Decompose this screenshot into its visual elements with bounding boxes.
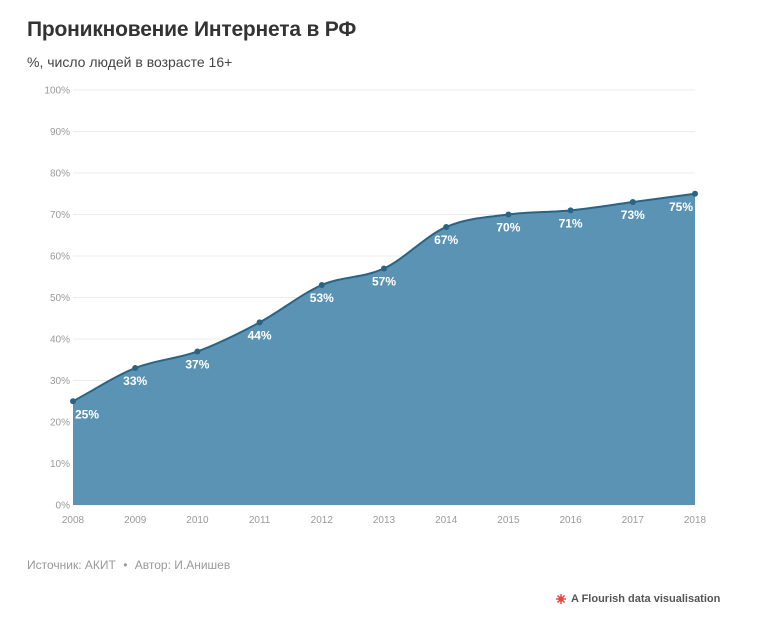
data-point[interactable] xyxy=(256,319,263,326)
data-label: 57% xyxy=(372,274,396,288)
x-tick-label: 2017 xyxy=(622,515,645,526)
y-tick-label: 80% xyxy=(50,169,70,180)
x-tick-label: 2013 xyxy=(373,515,396,526)
source-note: Источник: АКИТ • Автор: И.Анишев xyxy=(27,558,230,572)
y-tick-label: 0% xyxy=(56,501,71,512)
data-label: 73% xyxy=(621,208,645,222)
x-tick-label: 2018 xyxy=(684,515,707,526)
y-axis: 0% 10% 20% 30% 40% 50% 60% 70% 80% 90% 100% xyxy=(44,86,70,512)
y-tick-label: 20% xyxy=(50,418,70,429)
x-tick-label: 2011 xyxy=(249,515,271,526)
y-tick-label: 60% xyxy=(50,252,70,263)
data-point[interactable] xyxy=(567,207,574,214)
x-tick-label: 2016 xyxy=(559,515,582,526)
x-tick-label: 2008 xyxy=(62,515,85,526)
y-tick-label: 90% xyxy=(50,127,70,138)
data-points xyxy=(70,190,698,405)
data-point[interactable] xyxy=(318,282,325,289)
data-label: 44% xyxy=(248,328,272,342)
data-label: 25% xyxy=(75,407,99,421)
y-tick-label: 10% xyxy=(50,459,70,470)
y-tick-label: 50% xyxy=(50,293,70,304)
x-axis: 2008 2009 2010 2011 2012 2013 2014 2015 2016 2017… xyxy=(62,515,707,526)
data-label: 71% xyxy=(559,216,583,230)
data-point[interactable] xyxy=(443,223,450,230)
flourish-logo-icon xyxy=(556,594,566,604)
data-point[interactable] xyxy=(70,398,76,405)
y-tick-label: 100% xyxy=(44,86,70,97)
data-label: 75% xyxy=(669,200,693,214)
x-tick-label: 2012 xyxy=(311,515,334,526)
chart-subtitle: %, число людей в возрасте 16+ xyxy=(27,54,233,70)
data-point[interactable] xyxy=(692,190,698,197)
data-point[interactable] xyxy=(505,211,512,218)
series-area xyxy=(73,193,695,505)
data-labels: 25% 33% 37% 44% 53% 57% 67% 70% 71% 73% 75% xyxy=(75,200,693,422)
author-text: Автор: И.Анишев xyxy=(134,558,231,572)
x-tick-label: 2009 xyxy=(124,515,147,526)
data-point[interactable] xyxy=(132,365,139,372)
x-tick-label: 2010 xyxy=(186,515,209,526)
data-label: 53% xyxy=(310,291,334,305)
data-point[interactable] xyxy=(194,348,201,355)
data-label: 70% xyxy=(496,221,520,235)
data-point[interactable] xyxy=(629,199,636,206)
x-tick-label: 2014 xyxy=(435,515,458,526)
series-line xyxy=(72,192,696,403)
y-tick-label: 30% xyxy=(50,376,70,387)
data-label: 37% xyxy=(185,357,209,371)
y-tick-label: 40% xyxy=(50,335,70,346)
data-label: 67% xyxy=(434,233,458,247)
data-label: 33% xyxy=(123,374,147,388)
flourish-credit-text[interactable]: A Flourish data visualisation xyxy=(571,593,721,605)
source-separator: • xyxy=(123,558,128,572)
data-point[interactable] xyxy=(381,265,387,272)
y-tick-label: 70% xyxy=(50,210,70,221)
source-text: Источник: АКИТ xyxy=(27,558,116,572)
chart-title: Проникновение Интернета в РФ xyxy=(27,18,357,41)
x-tick-label: 2015 xyxy=(497,515,520,526)
flourish-credit[interactable]: A Flourish data visualisation xyxy=(555,593,720,605)
